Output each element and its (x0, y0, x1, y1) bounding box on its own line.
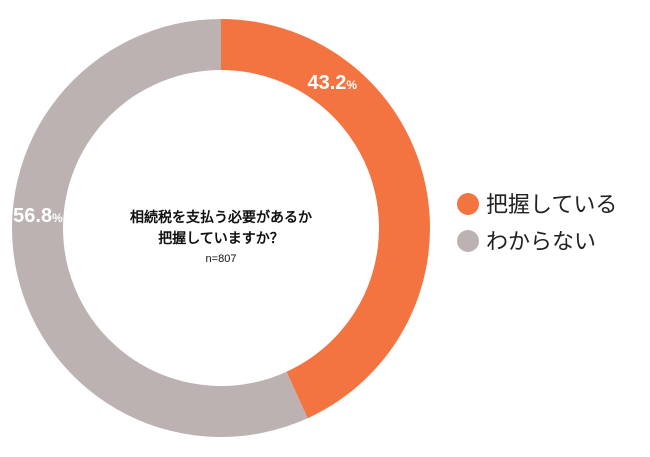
center-caption: 相続税を支払う必要があるか 把握していますか？ n=807 (130, 209, 312, 265)
center-question-line-1: 相続税を支払う必要があるか (130, 209, 312, 226)
legend-label-0: 把握している (486, 193, 617, 218)
donut-slice-0 (221, 19, 430, 419)
legend-label-1: わからない (486, 230, 596, 255)
slice-value-unit: % (52, 211, 63, 225)
center-question-line-2: 把握していますか？ (158, 230, 284, 247)
donut-slice-1 (11, 19, 308, 438)
slice-value-label-1: 56.8% (13, 205, 63, 227)
slice-value-unit: % (346, 78, 357, 92)
sample-size: n=807 (206, 253, 237, 265)
slice-value-number: 43.2 (307, 72, 346, 94)
slice-labels: 43.2%56.8% (13, 72, 357, 227)
slice-value-label-0: 43.2% (307, 72, 357, 94)
legend-swatch-0 (457, 193, 479, 215)
slice-value-number: 56.8 (13, 205, 52, 227)
legend-swatch-1 (457, 230, 479, 252)
donut-slices (11, 19, 430, 438)
